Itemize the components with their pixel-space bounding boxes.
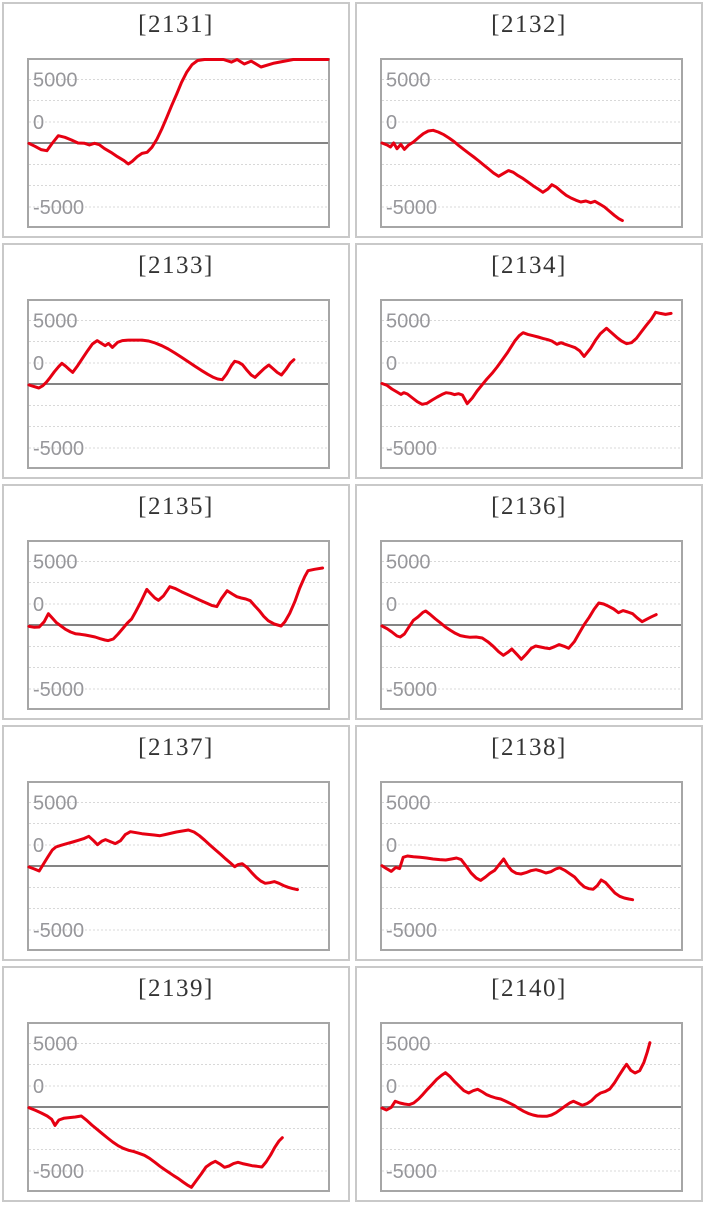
y-axis-tick-label: 0 — [386, 594, 397, 616]
machine-number-title: [2134] — [491, 252, 567, 279]
y-axis-tick-label: -5000 — [386, 920, 437, 942]
slump-graph: 5000 0 -5000 — [380, 58, 683, 228]
machine-number-title: [2139] — [138, 975, 214, 1002]
machine-graph-card[interactable]: [2131] 5000 0 -5000 — [2, 2, 350, 238]
machine-number-title: [2137] — [138, 734, 214, 761]
machine-graph-card[interactable]: [2140] 5000 0 -5000 — [355, 966, 703, 1202]
slump-graph: 5000 0 -5000 — [27, 58, 330, 228]
machine-graph-card[interactable]: [2136] 5000 0 -5000 — [355, 484, 703, 720]
slump-line-series — [27, 566, 325, 643]
y-axis-tick-label: 5000 — [386, 1033, 431, 1055]
y-axis-tick-label: -5000 — [386, 438, 437, 460]
slump-line-series — [27, 338, 296, 390]
machine-graph-card[interactable]: [2139] 5000 0 -5000 — [2, 966, 350, 1202]
y-axis-tick-label: 0 — [33, 835, 44, 857]
y-axis-tick-label: 5000 — [386, 792, 431, 814]
machine-number-title: [2140] — [491, 975, 567, 1002]
slump-graph: 5000 0 -5000 — [380, 781, 683, 951]
slump-line-series — [380, 854, 635, 902]
y-axis-tick-label: -5000 — [386, 1161, 437, 1183]
machine-graph-card[interactable]: [2134] 5000 0 -5000 — [355, 243, 703, 479]
machine-number-title: [2133] — [138, 252, 214, 279]
slump-graph: 5000 0 -5000 — [27, 1022, 330, 1192]
y-axis-tick-label: 5000 — [33, 792, 78, 814]
y-axis-tick-label: 5000 — [33, 551, 78, 573]
y-axis-tick-label: -5000 — [33, 197, 84, 219]
machine-number-title: [2135] — [138, 493, 214, 520]
y-axis-tick-label: 5000 — [33, 69, 78, 91]
y-axis-tick-label: -5000 — [386, 679, 437, 701]
slump-graph: 5000 0 -5000 — [27, 299, 330, 469]
y-axis-tick-label: 5000 — [33, 310, 78, 332]
machine-number-title: [2132] — [491, 11, 567, 38]
slump-line-series — [27, 1106, 284, 1189]
y-axis-tick-label: 0 — [386, 353, 397, 375]
machine-graph-card[interactable]: [2138] 5000 0 -5000 — [355, 725, 703, 961]
y-axis-tick-label: 0 — [386, 112, 397, 134]
slump-line-series — [27, 828, 299, 892]
y-axis-tick-label: 0 — [33, 112, 44, 134]
y-axis-tick-label: 0 — [33, 353, 44, 375]
y-axis-tick-label: -5000 — [33, 679, 84, 701]
slump-graph: 5000 0 -5000 — [380, 540, 683, 710]
y-axis-tick-label: -5000 — [386, 197, 437, 219]
machine-graph-card[interactable]: [2137] 5000 0 -5000 — [2, 725, 350, 961]
slump-graph: 5000 0 -5000 — [27, 540, 330, 710]
machine-number-title: [2136] — [491, 493, 567, 520]
machine-graph-card[interactable]: [2135] 5000 0 -5000 — [2, 484, 350, 720]
slump-line-series — [27, 58, 330, 166]
slump-line-series — [380, 601, 658, 661]
slump-graph: 5000 0 -5000 — [380, 1022, 683, 1192]
slump-line-series — [380, 310, 673, 406]
y-axis-tick-label: -5000 — [33, 920, 84, 942]
slump-graph: 5000 0 -5000 — [380, 299, 683, 469]
y-axis-tick-label: 5000 — [386, 551, 431, 573]
y-axis-tick-label: 5000 — [386, 69, 431, 91]
slump-line-series — [380, 128, 624, 223]
y-axis-tick-label: 5000 — [33, 1033, 78, 1055]
y-axis-tick-label: 5000 — [386, 310, 431, 332]
slump-graph: 5000 0 -5000 — [27, 781, 330, 951]
y-axis-tick-label: 0 — [33, 594, 44, 616]
y-axis-tick-label: -5000 — [33, 1161, 84, 1183]
y-axis-tick-label: -5000 — [33, 438, 84, 460]
slump-line-series — [380, 1041, 652, 1118]
machine-number-title: [2131] — [138, 11, 214, 38]
machine-graph-card[interactable]: [2132] 5000 0 -5000 — [355, 2, 703, 238]
machine-number-title: [2138] — [491, 734, 567, 761]
y-axis-tick-label: 0 — [386, 1076, 397, 1098]
machine-graph-card[interactable]: [2133] 5000 0 -5000 — [2, 243, 350, 479]
y-axis-tick-label: 0 — [386, 835, 397, 857]
y-axis-tick-label: 0 — [33, 1076, 44, 1098]
